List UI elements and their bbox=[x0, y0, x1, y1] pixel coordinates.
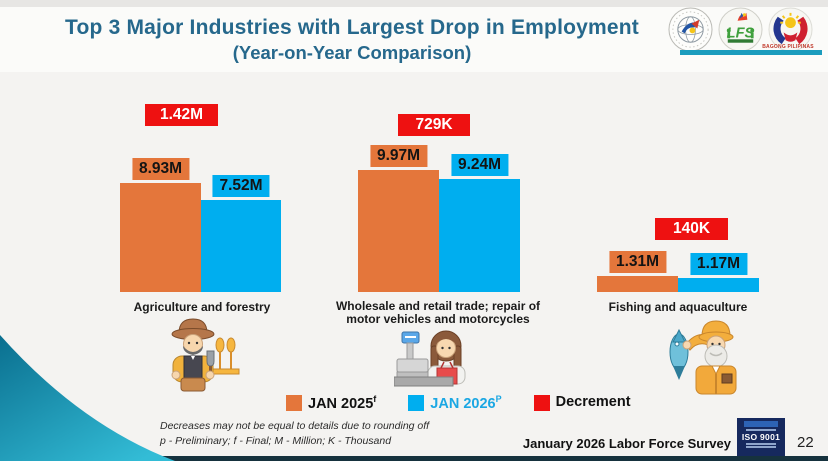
title-line-1: Top 3 Major Industries with Largest Drop… bbox=[65, 16, 639, 39]
page-number: 22 bbox=[797, 434, 814, 451]
category-label-agriculture: Agriculture and forestry bbox=[133, 300, 271, 314]
bar-jan2026-agriculture: 7.52M bbox=[201, 175, 281, 292]
iso-9001-badge: ISO 9001 bbox=[737, 418, 785, 457]
value-badge-jan2025-wholesale: 9.97M bbox=[369, 145, 428, 168]
legend-label-jan2025: JAN 2025 bbox=[308, 395, 374, 412]
value-badge-jan2026-agriculture: 7.52M bbox=[212, 175, 270, 198]
bar-jan2025-wholesale: 9.97M bbox=[358, 145, 439, 292]
legend-item-decrement: Decrement bbox=[533, 394, 631, 412]
bottom-strip bbox=[0, 456, 828, 461]
decrement-swatch bbox=[533, 395, 550, 412]
legend-item-jan2026: JAN 2026P bbox=[408, 394, 502, 412]
psa-logo bbox=[668, 6, 713, 52]
legend-sup-jan2026: P bbox=[495, 394, 502, 404]
footnote-rounding: Decreases may not be equal to details du… bbox=[160, 420, 430, 432]
cashier-icon bbox=[393, 326, 468, 398]
logo-underline bbox=[680, 50, 822, 55]
legend-label-jan2026: JAN 2026 bbox=[430, 395, 496, 412]
footnotes: Decreases may not be equal to details du… bbox=[160, 419, 429, 449]
legend-label-decrement: Decrement bbox=[555, 394, 631, 411]
category-label-wholesale: Wholesale and retail trade; repair of mo… bbox=[335, 299, 541, 326]
page-title: Top 3 Major Industries with Largest Drop… bbox=[28, 15, 676, 64]
bar-jan2026-fishing: 1.17M bbox=[678, 252, 759, 292]
footer-survey-label: January 2026 Labor Force Survey bbox=[522, 436, 731, 451]
value-badge-jan2025-fishing: 1.31M bbox=[608, 251, 667, 273]
header-logos: LFS bbox=[668, 6, 818, 52]
jan2025-swatch bbox=[286, 395, 302, 411]
jan2026-swatch bbox=[408, 395, 425, 411]
bar-jan2026-wholesale: 9.24M bbox=[439, 154, 520, 292]
bar-jan2025-agriculture: 8.93M bbox=[120, 158, 201, 292]
farmer-icon bbox=[166, 317, 240, 398]
corner-wave bbox=[0, 335, 175, 461]
title-line-2: (Year-on-Year Comparison) bbox=[232, 42, 472, 64]
decrement-badge-wholesale: 729K bbox=[398, 114, 470, 136]
decrement-badge-agriculture: 1.42M bbox=[145, 104, 218, 126]
bar-chart: 8.93M 7.52M 9.97M 9.24M 1.31M 1.17M 1.42… bbox=[0, 80, 828, 292]
bagong-pilipinas-logo bbox=[768, 6, 813, 52]
top-strip bbox=[0, 0, 828, 7]
value-badge-jan2026-wholesale: 9.24M bbox=[450, 154, 509, 177]
lfs-logo: LFS bbox=[718, 6, 763, 52]
legend-sup-jan2025: f bbox=[373, 394, 377, 404]
value-badge-jan2025-agriculture: 8.93M bbox=[131, 158, 190, 181]
bagong-pilipinas-caption: BAGONG PILIPINAS bbox=[762, 44, 814, 50]
footnote-abbreviations: p - Preliminary; f - Final; M - Million;… bbox=[160, 435, 392, 447]
legend-item-jan2025: JAN 2025f bbox=[286, 394, 376, 412]
decrement-badge-fishing: 140K bbox=[655, 218, 728, 240]
category-label-fishing: Fishing and aquaculture bbox=[608, 300, 748, 314]
value-badge-jan2026-fishing: 1.17M bbox=[689, 252, 748, 275]
fisherman-icon bbox=[664, 316, 742, 400]
iso-title: ISO 9001 bbox=[741, 432, 781, 442]
bar-jan2025-fishing: 1.31M bbox=[597, 251, 678, 292]
certifier-banner bbox=[744, 421, 778, 427]
svg-text:LFS: LFS bbox=[727, 25, 755, 41]
chart-legend: JAN 2025f JAN 2026P Decrement bbox=[286, 394, 631, 412]
